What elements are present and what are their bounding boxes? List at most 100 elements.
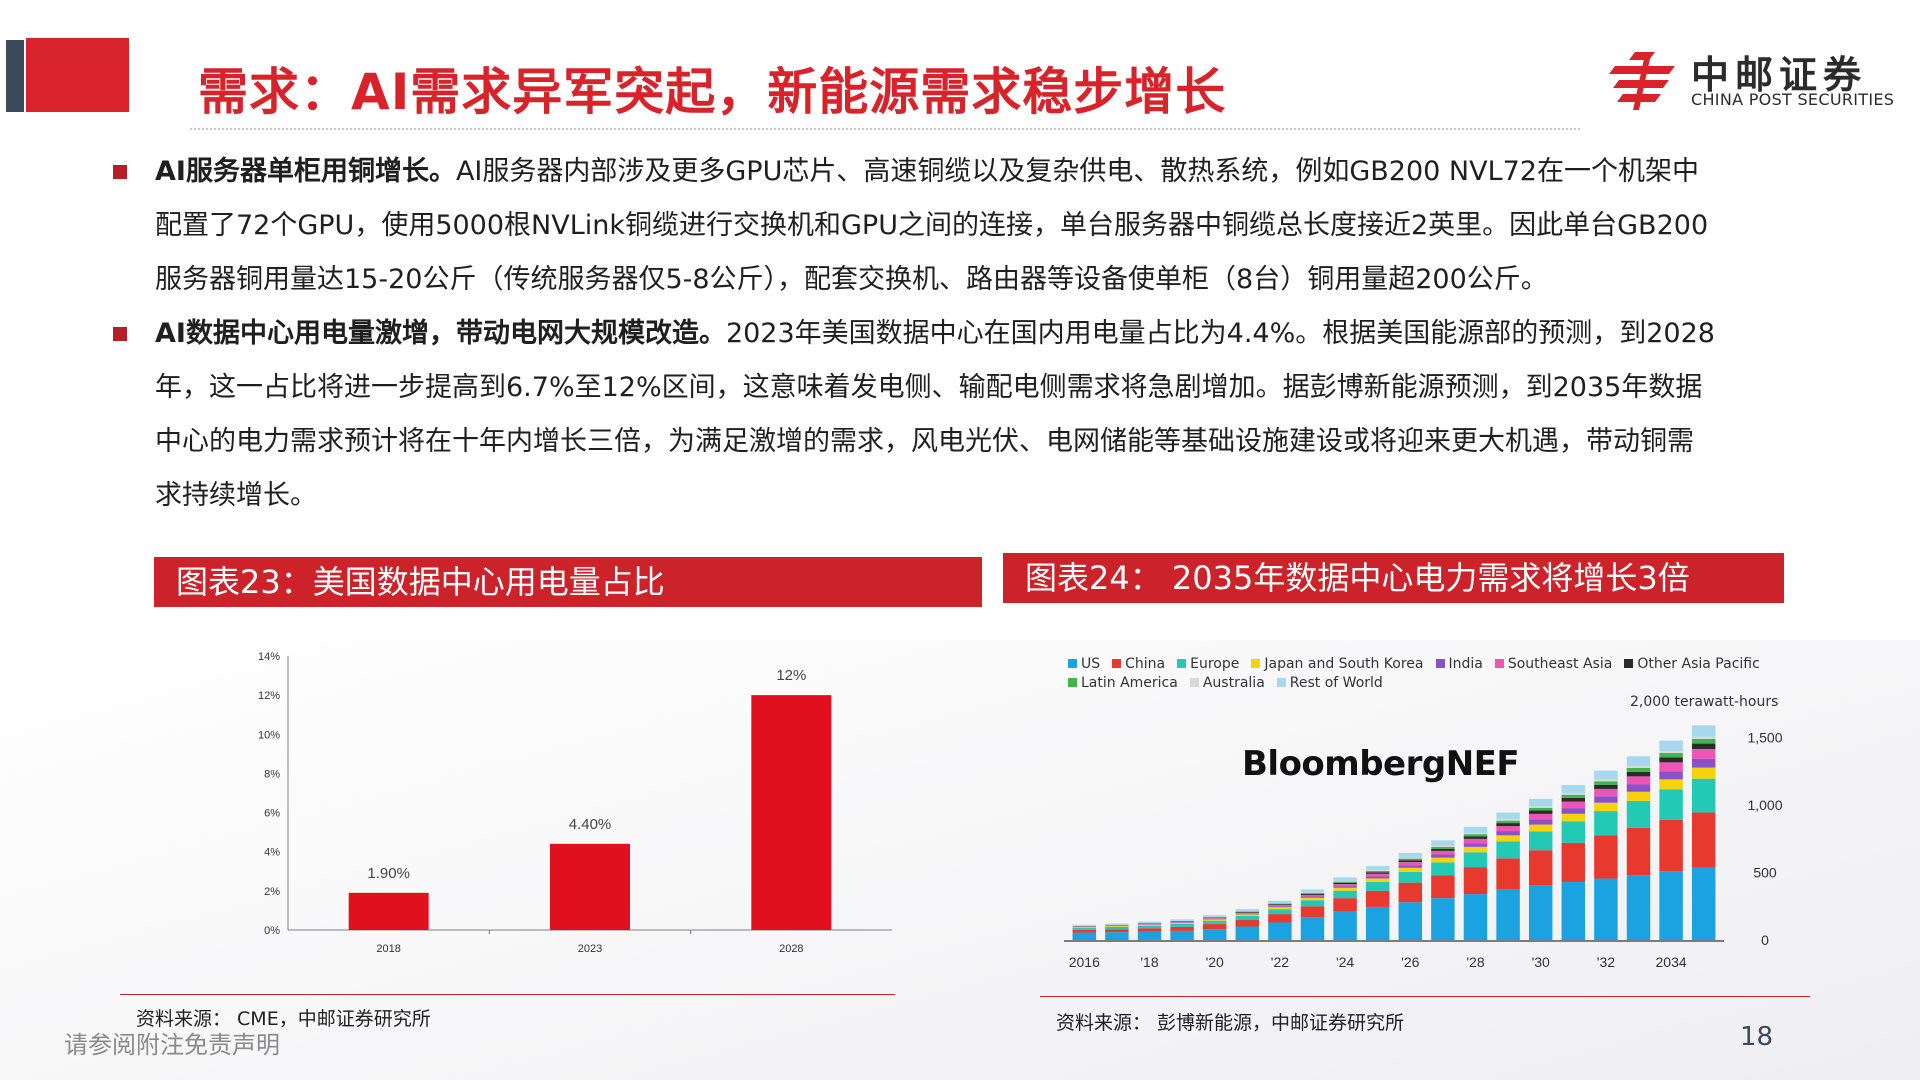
stacked-bar-segment	[1463, 852, 1488, 868]
stacked-bar-segment	[1365, 876, 1390, 879]
stacked-bar-segment	[1333, 911, 1357, 940]
stacked-bar-segment	[1659, 757, 1683, 763]
stacked-bar-segment	[1594, 781, 1618, 785]
stacked-bar-segment	[1105, 929, 1129, 933]
stacked-bar-segment	[1365, 878, 1390, 882]
stacked-bar-segment	[1170, 922, 1194, 924]
legend-item: Australia	[1189, 675, 1265, 691]
stacked-bar-segment	[1202, 918, 1227, 919]
paragraph-lead: AI数据中心用电量激增，带动电网大规模改造。	[155, 318, 726, 349]
stacked-bar-segment	[1691, 748, 1716, 759]
stacked-bar-segment	[1626, 765, 1651, 768]
stacked-bar-segment	[1235, 913, 1260, 915]
legend-swatch	[1624, 659, 1634, 668]
stacked-bar-segment	[1431, 862, 1455, 876]
stacked-bar-segment	[1561, 821, 1586, 843]
stacked-bar-segment	[1496, 826, 1520, 832]
chart-datacenter-power-demand: 0 500 1,000 1,500 2016 '18 '20 '22 '24 '26 '28 '30 '…	[1064, 725, 1783, 970]
stacked-bar-segment	[1398, 862, 1423, 866]
stacked-bar-segment	[1626, 875, 1651, 940]
paragraph-text: AI服务器内部涉及更多GPU芯片、高速铜缆以及复杂供电、散热系统，例如GB200…	[455, 156, 1699, 187]
data-label: 1.90%	[367, 865, 410, 882]
page-title: 需求：AI需求异军突起，新能源需求稳步增长	[198, 63, 1227, 121]
legend-label: US	[1081, 656, 1101, 672]
stacked-bar-segment	[1268, 905, 1292, 907]
stacked-bar-segment	[1398, 867, 1423, 872]
stacked-bar-segment	[1691, 758, 1716, 768]
stacked-bar-segment	[1431, 898, 1455, 940]
x-tick-label: '32	[1597, 954, 1615, 970]
stacked-bar-segment	[1235, 914, 1260, 916]
figure24-header: 图表24： 2035年数据中心电力需求将增长3倍	[1003, 553, 1784, 603]
x-tick-label: 2034	[1656, 954, 1687, 970]
legend-swatch	[1068, 659, 1077, 668]
legend-swatch	[1112, 659, 1122, 668]
legend-swatch	[1276, 678, 1286, 687]
stacked-bar-segment	[1300, 906, 1325, 918]
stacked-bar-segment	[1463, 832, 1488, 835]
stacked-bar-segment	[1561, 785, 1586, 794]
stacked-bar-segment	[1496, 858, 1520, 890]
y-tick-label: 1,000	[1747, 797, 1782, 813]
stacked-bar-segment	[1170, 919, 1194, 921]
x-tick-label: '24	[1336, 954, 1354, 970]
stacked-bar-segment	[1431, 875, 1455, 899]
stacked-bar-segment	[1333, 877, 1357, 882]
chart2-unit-label: 2,000 terawatt-hours	[1630, 694, 1779, 710]
stacked-bar-segment	[1072, 924, 1097, 926]
stacked-bar-segment	[1072, 927, 1097, 930]
stacked-bar-segment	[1626, 776, 1651, 785]
stacked-bar-segment	[1365, 870, 1390, 871]
stacked-bar-segment	[1398, 902, 1423, 940]
stacked-bar-segment	[1105, 932, 1129, 940]
stacked-bar-segment	[1463, 867, 1488, 895]
x-tick-label: '28	[1466, 954, 1484, 970]
x-tick-label: '22	[1271, 954, 1289, 970]
stacked-bar-segment	[1170, 921, 1194, 923]
paragraph-line: AI服务器单柜用铜增长。AI服务器内部涉及更多GPU芯片、高速铜缆以及复杂供电、…	[155, 145, 1755, 199]
stacked-bar-segment	[1528, 806, 1553, 808]
stacked-bar-segment	[1431, 848, 1455, 851]
stacked-bar-segment	[1626, 756, 1651, 766]
stacked-bar-segment	[1398, 852, 1423, 858]
stacked-bar-segment	[1561, 793, 1586, 795]
stacked-bar-segment	[1561, 794, 1586, 798]
stacked-bar-segment	[1691, 738, 1716, 744]
stacked-bar-segment	[1398, 882, 1423, 903]
legend-item: India	[1435, 656, 1483, 672]
stacked-bar-segment	[1626, 827, 1651, 876]
stacked-bar-segment	[1528, 810, 1553, 814]
stacked-bar-segment	[1268, 922, 1292, 940]
stacked-bar-segment	[1594, 835, 1618, 879]
stacked-bar-segment	[1528, 831, 1553, 851]
bar	[550, 843, 630, 930]
stacked-bar-segment	[1561, 801, 1586, 809]
stacked-bar-segment	[1626, 771, 1651, 777]
stacked-bar-segment	[1496, 841, 1520, 859]
stacked-bar-segment	[1431, 840, 1455, 846]
y-tick-label: 4%	[264, 847, 280, 859]
y-tick-label: 0	[1761, 932, 1769, 948]
stacked-bar-segment	[1691, 767, 1716, 779]
stacked-bar-segment	[1528, 885, 1553, 940]
stacked-bar-segment	[1300, 897, 1325, 901]
x-tick-label: '20	[1206, 954, 1224, 970]
stacked-bar-segment	[1105, 926, 1129, 930]
paragraph-lead: AI服务器单柜用铜增长。	[155, 156, 456, 187]
stacked-bar-segment	[1594, 878, 1618, 940]
stacked-bar-segment	[1365, 866, 1390, 871]
stacked-bar-segment	[1659, 771, 1683, 780]
data-label: 4.40%	[569, 816, 612, 833]
stacked-bar-segment	[1691, 867, 1716, 940]
legend-label: Europe	[1190, 656, 1240, 672]
stacked-bar-segment	[1268, 900, 1292, 904]
x-tick-label: 2023	[578, 943, 602, 955]
stacked-bar-segment	[1300, 889, 1325, 893]
legend-label: India	[1448, 656, 1483, 672]
paragraph-line: 中心的电力需求预计将在十年内增长三倍，为满足激增的需求，风电光伏、电网储能等基础…	[155, 426, 1694, 457]
bullet-square	[113, 165, 127, 179]
stacked-bar-segment	[1431, 857, 1455, 863]
stacked-bar-segment	[1626, 767, 1651, 772]
stacked-bar-segment	[1268, 907, 1292, 910]
stacked-bar-segment	[1463, 894, 1488, 940]
